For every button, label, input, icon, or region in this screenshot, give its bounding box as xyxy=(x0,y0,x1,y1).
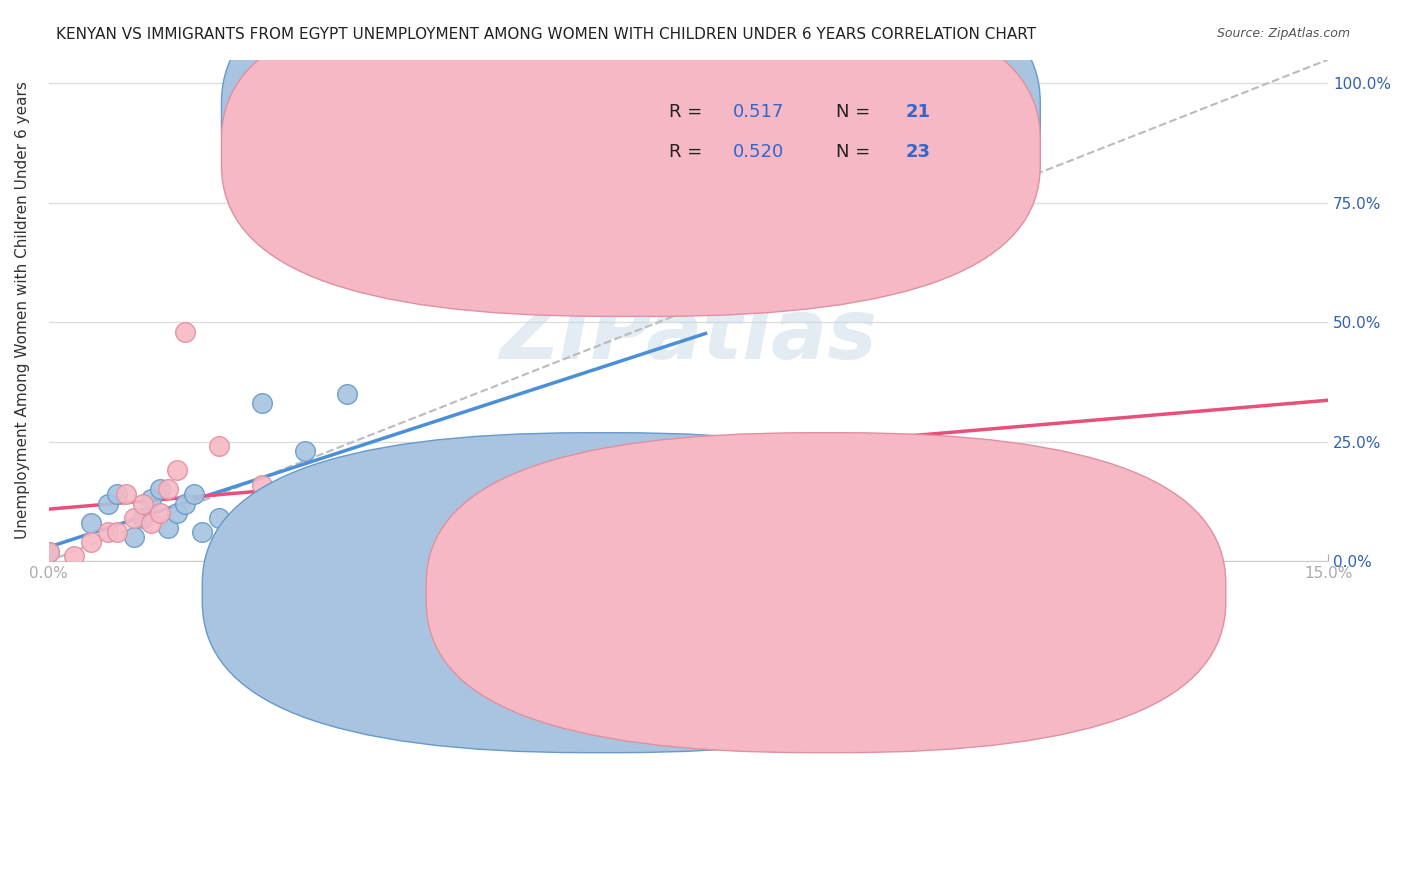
Text: 0.520: 0.520 xyxy=(733,144,785,161)
Point xyxy=(976,483,998,497)
FancyBboxPatch shape xyxy=(579,100,1015,190)
Point xyxy=(294,516,316,530)
Point xyxy=(105,525,128,540)
FancyBboxPatch shape xyxy=(222,0,1040,317)
Point xyxy=(139,516,162,530)
Point xyxy=(208,511,231,525)
Text: N =: N = xyxy=(835,144,876,161)
Point xyxy=(97,525,120,540)
Point xyxy=(139,491,162,506)
Text: R =: R = xyxy=(669,103,709,121)
Point xyxy=(806,497,828,511)
Point xyxy=(464,535,486,549)
Point xyxy=(105,487,128,501)
Point xyxy=(166,463,188,477)
Point xyxy=(208,440,231,454)
Point xyxy=(174,497,197,511)
Point xyxy=(174,325,197,339)
Point xyxy=(336,491,359,506)
Point xyxy=(592,253,614,268)
Point xyxy=(80,516,103,530)
Point xyxy=(250,396,273,410)
Text: 23: 23 xyxy=(905,144,931,161)
Text: 0.517: 0.517 xyxy=(733,103,785,121)
Point xyxy=(464,483,486,497)
Point xyxy=(149,483,172,497)
Point xyxy=(114,487,136,501)
Point xyxy=(38,544,60,558)
Point xyxy=(592,516,614,530)
Point xyxy=(122,530,145,544)
Text: Kenyans: Kenyans xyxy=(624,587,695,605)
Point xyxy=(378,506,401,520)
Point xyxy=(131,497,153,511)
Point xyxy=(378,516,401,530)
Y-axis label: Unemployment Among Women with Children Under 6 years: Unemployment Among Women with Children U… xyxy=(15,81,30,540)
Text: ZIPatlas: ZIPatlas xyxy=(499,295,877,376)
Point xyxy=(149,506,172,520)
Point xyxy=(131,511,153,525)
Text: 21: 21 xyxy=(905,103,931,121)
Point xyxy=(336,387,359,401)
Text: Source: ZipAtlas.com: Source: ZipAtlas.com xyxy=(1216,27,1350,40)
Point xyxy=(250,477,273,491)
Point xyxy=(122,511,145,525)
Point xyxy=(97,497,120,511)
Point xyxy=(38,544,60,558)
FancyBboxPatch shape xyxy=(202,433,1002,753)
Point xyxy=(183,487,205,501)
Point xyxy=(191,525,214,540)
Point xyxy=(294,444,316,458)
Point xyxy=(166,506,188,520)
Text: N =: N = xyxy=(835,103,876,121)
Point xyxy=(63,549,86,564)
Text: R =: R = xyxy=(669,144,709,161)
Point xyxy=(634,105,657,120)
FancyBboxPatch shape xyxy=(222,0,1040,280)
Point xyxy=(80,535,103,549)
FancyBboxPatch shape xyxy=(426,433,1226,753)
Point xyxy=(157,521,180,535)
Point xyxy=(506,468,529,483)
Text: Immigrants from Egypt: Immigrants from Egypt xyxy=(848,587,1040,605)
Text: KENYAN VS IMMIGRANTS FROM EGYPT UNEMPLOYMENT AMONG WOMEN WITH CHILDREN UNDER 6 Y: KENYAN VS IMMIGRANTS FROM EGYPT UNEMPLOY… xyxy=(56,27,1036,42)
Point xyxy=(157,483,180,497)
